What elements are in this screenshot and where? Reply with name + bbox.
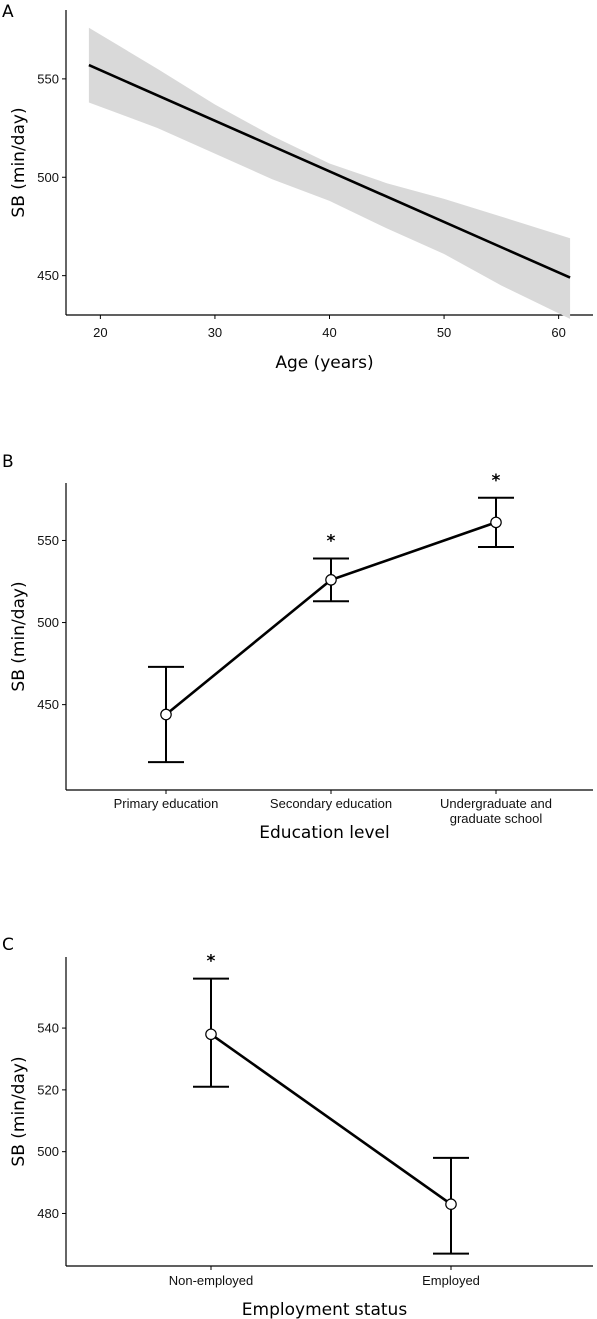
panel-label: A xyxy=(2,2,14,22)
chart-panel-c: C 480 500 520 540 SB (min/day) Employment stat… xyxy=(2,935,593,1319)
panel-label: B xyxy=(2,452,14,472)
y-tick-label: 500 xyxy=(37,1144,59,1159)
y-tick-label: 540 xyxy=(37,1021,59,1036)
x-tick-label: 20 xyxy=(93,325,107,340)
data-point xyxy=(160,708,172,721)
x-tick-label: Undergraduate and xyxy=(440,796,552,811)
x-tick-label: Employed xyxy=(422,1273,480,1288)
x-axis-title: Age (years) xyxy=(275,353,373,373)
x-tick-label: graduate school xyxy=(450,811,543,826)
y-tick-label: 520 xyxy=(37,1082,59,1097)
x-tick-label: 30 xyxy=(208,325,222,340)
y-tick-label: 480 xyxy=(37,1206,59,1221)
y-tick-label: 450 xyxy=(37,697,59,712)
data-point xyxy=(205,1028,217,1041)
y-axis-title: SB (min/day) xyxy=(9,107,29,217)
x-tick-label: 50 xyxy=(437,325,451,340)
y-tick-label: 550 xyxy=(37,71,59,86)
x-tick-label: Primary education xyxy=(114,796,219,811)
y-tick-label: 500 xyxy=(37,170,59,185)
data-point xyxy=(445,1198,457,1210)
x-axis-title: Employment status xyxy=(242,1300,408,1319)
regression-line xyxy=(88,63,571,279)
y-axis-title: SB (min/day) xyxy=(9,1056,29,1166)
x-axis-title: Education level xyxy=(259,823,389,843)
x-tick-label: 40 xyxy=(322,325,336,340)
significance-marker: * xyxy=(327,532,336,552)
significance-marker: * xyxy=(492,471,501,491)
y-tick-label: 450 xyxy=(37,268,59,283)
mean-line xyxy=(210,1033,452,1206)
panel-label: C xyxy=(2,935,14,955)
data-point xyxy=(325,574,337,586)
chart-panel-a: A 450 500 550 SB (min/day) Age (years) 20 30 40 5… xyxy=(2,2,593,373)
chart-panel-b: B 450 500 550 SB (min/day) Education level Pri… xyxy=(2,452,593,843)
significance-marker: * xyxy=(207,952,216,972)
x-tick-label: Non-employed xyxy=(169,1273,254,1288)
x-tick-label: Secondary education xyxy=(270,796,392,811)
y-axis-title: SB (min/day) xyxy=(9,581,29,691)
x-tick-label: 60 xyxy=(551,325,565,340)
y-tick-label: 500 xyxy=(37,615,59,630)
confidence-band xyxy=(88,27,571,319)
data-point xyxy=(490,516,502,529)
y-tick-label: 550 xyxy=(37,533,59,548)
